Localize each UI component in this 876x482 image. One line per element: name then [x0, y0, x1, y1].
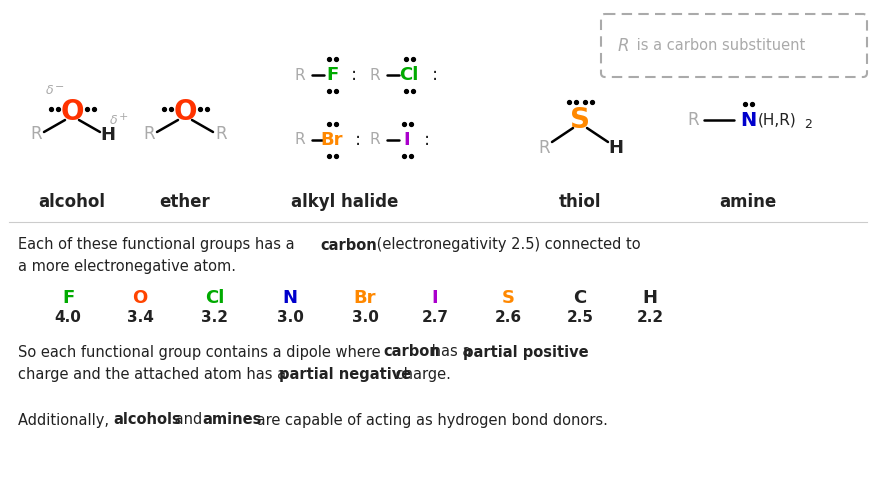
Text: R: R [294, 133, 306, 147]
Text: N: N [740, 110, 756, 130]
Text: N: N [282, 289, 298, 307]
Text: ether: ether [159, 193, 210, 211]
Text: R: R [370, 67, 380, 82]
Text: carbon: carbon [320, 238, 377, 253]
Text: R: R [687, 111, 699, 129]
Text: H: H [642, 289, 658, 307]
Text: (H,R): (H,R) [758, 112, 797, 128]
Text: 3.0: 3.0 [277, 310, 303, 325]
Text: F: F [326, 66, 338, 84]
Text: 2.7: 2.7 [421, 310, 449, 325]
Text: are capable of acting as hydrogen bond donors.: are capable of acting as hydrogen bond d… [252, 413, 608, 428]
Text: H: H [101, 126, 116, 144]
Text: I: I [432, 289, 438, 307]
Text: C: C [574, 289, 587, 307]
Text: O: O [173, 98, 197, 126]
Text: −: − [55, 82, 65, 92]
Text: Br: Br [354, 289, 377, 307]
Text: amine: amine [719, 193, 777, 211]
Text: 3.2: 3.2 [201, 310, 229, 325]
Text: partial positive: partial positive [463, 345, 589, 360]
Text: R: R [143, 125, 155, 143]
Text: R: R [618, 37, 630, 55]
Text: H: H [609, 139, 624, 157]
Text: R: R [30, 125, 42, 143]
Text: alcohols: alcohols [113, 413, 180, 428]
Text: 2: 2 [804, 119, 812, 132]
Text: R: R [538, 139, 550, 157]
Text: Cl: Cl [399, 66, 419, 84]
Text: 3.0: 3.0 [351, 310, 378, 325]
Text: :: : [424, 131, 430, 149]
Text: O: O [60, 98, 84, 126]
Text: δ: δ [46, 83, 53, 96]
Text: R: R [215, 125, 227, 143]
Text: carbon: carbon [383, 345, 440, 360]
Text: alkyl halide: alkyl halide [292, 193, 399, 211]
Text: has a: has a [427, 345, 476, 360]
Text: amines: amines [202, 413, 261, 428]
Text: So each functional group contains a dipole where: So each functional group contains a dipo… [18, 345, 385, 360]
Text: thiol: thiol [559, 193, 601, 211]
FancyBboxPatch shape [601, 14, 867, 77]
Text: R: R [370, 133, 380, 147]
Text: F: F [62, 289, 74, 307]
Text: Br: Br [321, 131, 343, 149]
Text: Additionally,: Additionally, [18, 413, 114, 428]
Text: charge and the attached atom has a: charge and the attached atom has a [18, 366, 291, 381]
Text: :: : [355, 131, 361, 149]
Text: R: R [294, 67, 306, 82]
Text: δ: δ [110, 113, 117, 126]
Text: 2.6: 2.6 [494, 310, 521, 325]
Text: 2.5: 2.5 [567, 310, 594, 325]
Text: S: S [501, 289, 514, 307]
Text: (electronegativity 2.5) connected to: (electronegativity 2.5) connected to [372, 238, 640, 253]
Text: and: and [170, 413, 207, 428]
Text: partial negative: partial negative [279, 366, 411, 381]
Text: Each of these functional groups has a: Each of these functional groups has a [18, 238, 300, 253]
Text: S: S [570, 106, 590, 134]
Text: 2.2: 2.2 [637, 310, 663, 325]
Text: charge.: charge. [391, 366, 451, 381]
Text: +: + [118, 112, 128, 122]
Text: O: O [132, 289, 148, 307]
Text: 4.0: 4.0 [54, 310, 81, 325]
Text: Cl: Cl [205, 289, 224, 307]
Text: I: I [404, 131, 410, 149]
Text: alcohol: alcohol [39, 193, 105, 211]
Text: is a carbon substituent: is a carbon substituent [632, 39, 805, 54]
Text: a more electronegative atom.: a more electronegative atom. [18, 259, 236, 275]
Text: :: : [432, 66, 438, 84]
Text: 3.4: 3.4 [126, 310, 153, 325]
Text: :: : [351, 66, 357, 84]
